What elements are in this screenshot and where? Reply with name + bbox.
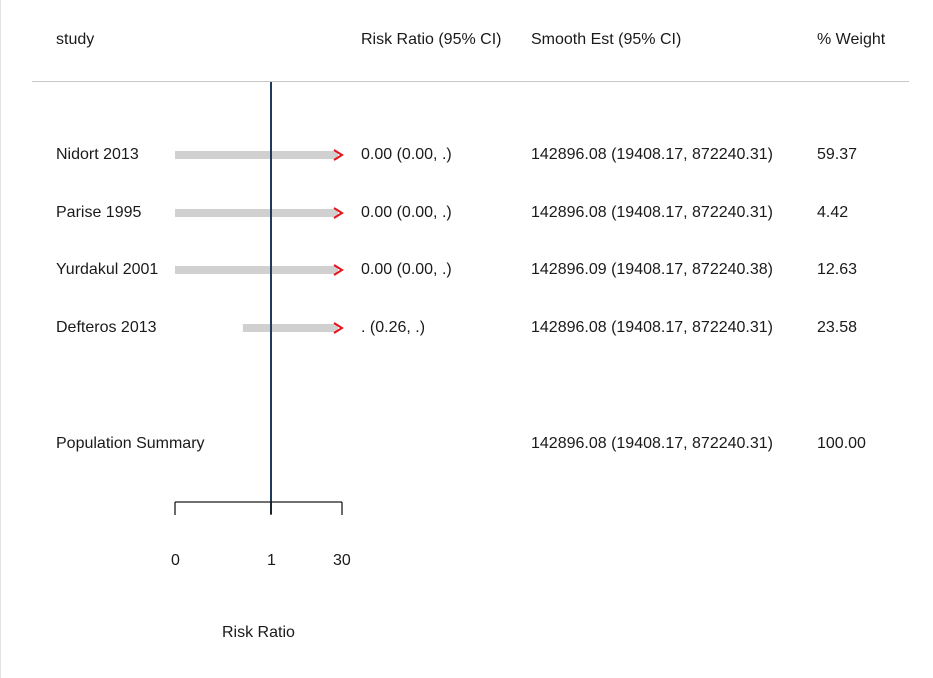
summary-weight-value: 100.00 xyxy=(817,435,866,452)
weight-value: 12.63 xyxy=(817,261,858,278)
header-weight: % Weight xyxy=(817,31,886,48)
x-axis-title: Risk Ratio xyxy=(222,624,295,641)
study-label: Yurdakul 2001 xyxy=(56,261,159,278)
weight-value: 4.42 xyxy=(817,204,849,221)
header-smooth-est: Smooth Est (95% CI) xyxy=(531,31,682,48)
header-risk-ratio: Risk Ratio (95% CI) xyxy=(361,31,502,48)
header-divider xyxy=(32,81,909,82)
study-label: Nidort 2013 xyxy=(56,146,139,163)
ci-truncation-arrow xyxy=(333,149,344,161)
ci-truncation-arrow xyxy=(333,264,344,276)
risk-ratio-ci: 0.00 (0.00, .) xyxy=(361,146,452,163)
x-tick-label: 1 xyxy=(267,552,276,569)
risk-ratio-ci: 0.00 (0.00, .) xyxy=(361,204,452,221)
summary-label: Population Summary xyxy=(56,435,205,452)
ci-truncation-arrow xyxy=(333,322,344,334)
study-label: Parise 1995 xyxy=(56,204,142,221)
smooth-est-ci: 142896.09 (19408.17, 872240.38) xyxy=(531,261,773,278)
risk-ratio-ci: 0.00 (0.00, .) xyxy=(361,261,452,278)
x-tick-label: 0 xyxy=(171,552,180,569)
smooth-est-ci: 142896.08 (19408.17, 872240.31) xyxy=(531,204,773,221)
smooth-est-ci: 142896.08 (19408.17, 872240.31) xyxy=(531,319,773,336)
ci-truncation-arrow xyxy=(333,207,344,219)
weight-value: 23.58 xyxy=(817,319,858,336)
header-study: study xyxy=(56,31,95,48)
smooth-est-ci: 142896.08 (19408.17, 872240.31) xyxy=(531,146,773,163)
x-tick-label: 30 xyxy=(333,552,351,569)
study-label: Defteros 2013 xyxy=(56,319,157,336)
risk-ratio-ci: . (0.26, .) xyxy=(361,319,426,336)
summary-smooth-est-ci: 142896.08 (19408.17, 872240.31) xyxy=(531,435,773,452)
weight-value: 59.37 xyxy=(817,146,858,163)
x-axis xyxy=(174,501,343,515)
